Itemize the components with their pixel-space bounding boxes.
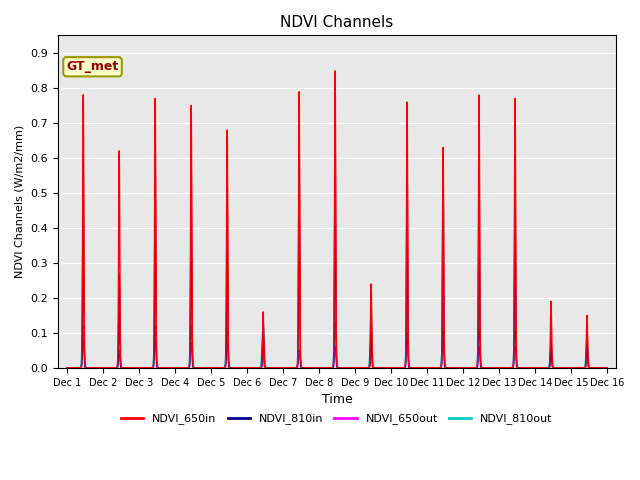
NDVI_810out: [565, 365, 573, 371]
NDVI_810out: [488, 365, 496, 371]
NDVI_650in: [488, 365, 496, 371]
NDVI_810in: [488, 365, 496, 371]
Text: GT_met: GT_met: [67, 60, 118, 73]
NDVI_810out: [173, 365, 180, 371]
X-axis label: Time: Time: [321, 393, 352, 406]
NDVI_650in: [603, 365, 611, 371]
NDVI_810in: [265, 365, 273, 371]
NDVI_810in: [603, 365, 611, 371]
Line: NDVI_650out: NDVI_650out: [67, 336, 607, 368]
NDVI_810in: [173, 365, 180, 371]
Line: NDVI_650in: NDVI_650in: [67, 71, 607, 368]
NDVI_650out: [603, 365, 611, 371]
Line: NDVI_810in: NDVI_810in: [67, 137, 607, 368]
Line: NDVI_810out: NDVI_810out: [67, 323, 607, 368]
NDVI_810out: [259, 320, 267, 325]
NDVI_650out: [412, 365, 419, 371]
NDVI_650in: [265, 365, 273, 371]
NDVI_650in: [179, 365, 186, 371]
NDVI_810in: [63, 365, 71, 371]
NDVI_650out: [179, 365, 186, 371]
NDVI_810out: [603, 365, 611, 371]
NDVI_650in: [63, 365, 71, 371]
NDVI_650out: [259, 334, 267, 339]
NDVI_650in: [565, 365, 573, 371]
Title: NDVI Channels: NDVI Channels: [280, 15, 394, 30]
Legend: NDVI_650in, NDVI_810in, NDVI_650out, NDVI_810out: NDVI_650in, NDVI_810in, NDVI_650out, NDV…: [116, 409, 557, 429]
NDVI_650in: [332, 68, 339, 74]
NDVI_810in: [412, 365, 419, 371]
NDVI_650in: [173, 365, 180, 371]
NDVI_810in: [332, 134, 339, 140]
NDVI_810out: [601, 365, 609, 371]
NDVI_650in: [601, 365, 609, 371]
NDVI_650out: [173, 365, 180, 371]
NDVI_810in: [601, 365, 609, 371]
NDVI_650out: [488, 365, 496, 371]
NDVI_810out: [63, 365, 71, 371]
NDVI_810out: [266, 365, 273, 371]
NDVI_650out: [266, 365, 273, 371]
NDVI_650out: [601, 365, 609, 371]
NDVI_650out: [63, 365, 71, 371]
NDVI_650out: [565, 365, 573, 371]
NDVI_810out: [179, 365, 186, 371]
NDVI_810in: [565, 365, 573, 371]
NDVI_650in: [412, 365, 419, 371]
Y-axis label: NDVI Channels (W/m2/mm): NDVI Channels (W/m2/mm): [15, 125, 25, 278]
NDVI_810in: [179, 365, 186, 371]
NDVI_810out: [412, 365, 419, 371]
